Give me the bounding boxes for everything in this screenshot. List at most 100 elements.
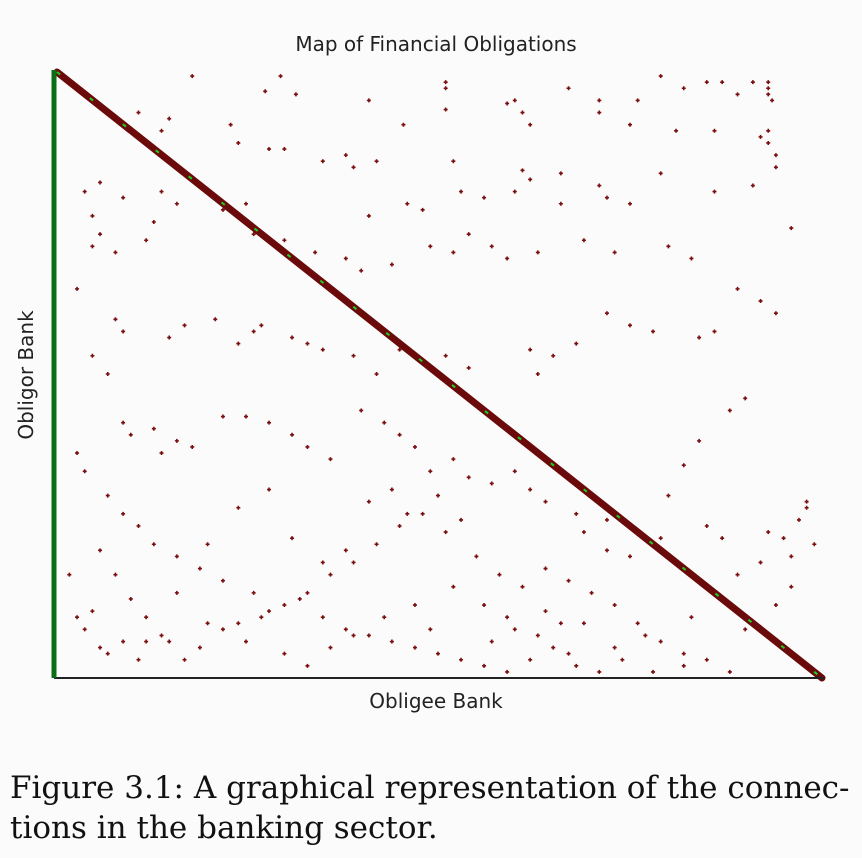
- data-point: [628, 201, 632, 206]
- data-point: [628, 554, 632, 559]
- data-point: [758, 299, 763, 304]
- data-point: [282, 651, 287, 656]
- data-point: [251, 329, 256, 334]
- data-point: [804, 499, 809, 504]
- data-point: [82, 627, 87, 632]
- data-point: [220, 627, 225, 632]
- data-point: [528, 487, 533, 492]
- data-point: [604, 195, 609, 200]
- data-point: [82, 189, 87, 194]
- data-point: [389, 639, 394, 644]
- data-point: [551, 645, 556, 650]
- caption-line-2: tions in the banking sector.: [10, 810, 438, 846]
- data-point: [489, 639, 494, 644]
- data-point: [766, 80, 771, 85]
- data-point: [528, 122, 533, 127]
- data-point: [397, 524, 402, 528]
- data-point: [405, 511, 410, 516]
- data-point: [589, 590, 594, 595]
- data-point: [628, 323, 632, 328]
- data-point: [635, 621, 640, 626]
- data-point: [278, 74, 283, 79]
- data-point: [167, 639, 172, 644]
- data-point: [566, 86, 571, 91]
- data-point: [228, 122, 233, 127]
- data-point: [220, 414, 225, 419]
- data-point: [182, 323, 187, 328]
- data-point: [466, 475, 471, 480]
- data-point: [128, 596, 133, 601]
- data-point: [90, 244, 95, 249]
- data-point: [581, 238, 586, 243]
- data-point: [320, 347, 325, 352]
- data-point: [113, 317, 118, 322]
- data-point: [290, 432, 295, 437]
- data-point: [674, 128, 679, 133]
- data-point: [604, 311, 609, 316]
- data-point: [244, 201, 248, 206]
- data-point: [543, 566, 548, 571]
- data-point: [459, 657, 464, 662]
- data-point: [167, 335, 172, 340]
- data-point: [197, 645, 202, 650]
- data-point: [443, 530, 448, 535]
- data-point: [681, 663, 686, 668]
- data-point: [766, 86, 771, 91]
- data-point: [374, 372, 379, 376]
- data-point: [681, 651, 686, 656]
- data-point: [712, 329, 717, 334]
- data-point: [343, 256, 348, 261]
- data-point: [551, 353, 556, 358]
- data-point: [443, 80, 448, 85]
- data-point: [121, 195, 126, 200]
- data-point: [566, 578, 571, 583]
- data-point: [451, 250, 456, 255]
- data-point: [482, 195, 487, 200]
- data-point: [366, 633, 371, 638]
- data-point: [213, 317, 218, 322]
- data-point: [105, 493, 110, 498]
- data-point: [75, 615, 80, 620]
- data-point: [681, 463, 686, 468]
- data-point: [773, 311, 778, 316]
- data-point: [443, 107, 448, 112]
- data-point: [651, 669, 656, 674]
- data-point: [144, 238, 149, 243]
- data-point: [366, 499, 371, 504]
- data-point: [136, 524, 141, 528]
- data-point: [758, 134, 763, 139]
- data-point: [128, 432, 133, 437]
- data-point: [251, 590, 256, 595]
- data-point: [528, 177, 533, 182]
- data-point: [574, 511, 579, 516]
- data-point: [635, 98, 640, 103]
- data-point: [397, 347, 402, 352]
- data-point: [313, 250, 318, 255]
- data-point: [535, 250, 540, 255]
- data-point: [512, 98, 517, 103]
- data-point: [712, 128, 717, 133]
- data-point: [151, 542, 156, 547]
- data-point: [98, 548, 103, 553]
- data-point: [405, 201, 410, 206]
- data-point: [750, 183, 755, 188]
- data-point: [697, 438, 702, 443]
- data-point: [343, 153, 348, 158]
- data-point: [451, 584, 456, 589]
- data-point: [697, 335, 702, 340]
- data-point: [766, 92, 771, 97]
- data-point: [190, 444, 195, 449]
- data-point: [151, 220, 156, 224]
- data-point: [251, 232, 256, 237]
- data-point: [75, 286, 80, 291]
- data-point: [244, 414, 248, 419]
- data-point: [412, 603, 417, 608]
- data-point: [98, 180, 103, 185]
- data-point: [443, 86, 448, 91]
- data-point: [658, 171, 663, 176]
- data-point: [528, 347, 533, 352]
- data-point: [658, 74, 663, 79]
- data-point: [558, 201, 563, 206]
- data-point: [773, 153, 778, 158]
- data-point: [113, 250, 118, 255]
